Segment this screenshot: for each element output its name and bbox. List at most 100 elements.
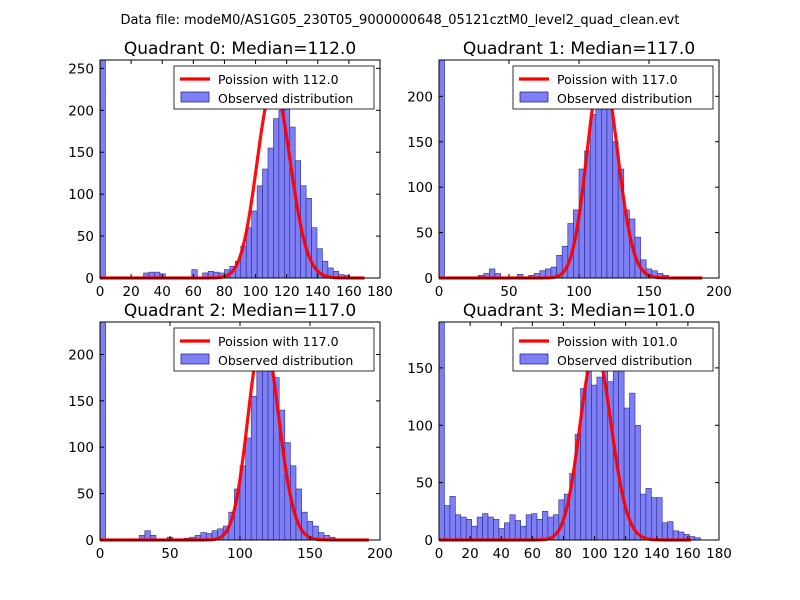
panel-quadrant-0: Quadrant 0: Median=112.0 0 20 40 60 80 100 120 1… xyxy=(68,39,393,300)
histogram-bar xyxy=(256,185,263,279)
histogram-bar xyxy=(465,519,472,541)
x-tick-label: 60 xyxy=(185,284,202,300)
y-tick-label: 100 xyxy=(68,187,94,203)
y-tick-label: 50 xyxy=(77,229,94,245)
x-tick-label: 0 xyxy=(96,284,105,300)
histogram-bar xyxy=(256,358,263,541)
histogram-bar xyxy=(640,493,647,541)
histogram-bar xyxy=(645,488,652,541)
x-tick-label: 0 xyxy=(435,284,444,300)
x-tick-label: 140 xyxy=(305,284,331,300)
histogram-bar xyxy=(596,376,603,541)
axes-frame xyxy=(438,321,720,541)
y-tick-label: 200 xyxy=(68,103,94,119)
histogram-bar xyxy=(438,59,445,279)
y-tick-label: 0 xyxy=(424,533,433,549)
histogram-bar xyxy=(273,118,280,279)
x-tick-label: 100 xyxy=(582,546,608,562)
histogram-bar xyxy=(651,497,658,541)
x-tick-label: 140 xyxy=(644,546,670,562)
x-tick-label: 20 xyxy=(462,546,479,562)
histogram-bar xyxy=(634,424,641,541)
panel-title: Quadrant 0: Median=112.0 xyxy=(124,39,356,59)
x-tick-label: 150 xyxy=(636,284,662,300)
histogram-bar xyxy=(591,384,598,541)
x-tick-label: 0 xyxy=(435,546,444,562)
x-tick-label: 80 xyxy=(216,284,233,300)
y-tick-label: 200 xyxy=(68,347,94,363)
histogram-bar xyxy=(267,147,274,279)
y-tick-label: 50 xyxy=(77,487,94,503)
histogram-bar xyxy=(289,126,296,279)
panel-title: Quadrant 1: Median=117.0 xyxy=(463,39,695,59)
histogram-bar xyxy=(438,321,445,541)
x-tick-label: 160 xyxy=(336,284,362,300)
legend-poisson-label: Poission with 117.0 xyxy=(557,72,678,87)
histogram-bar xyxy=(504,522,511,541)
y-tick-label: 150 xyxy=(407,135,433,151)
x-tick-label: 160 xyxy=(675,546,701,562)
histogram-bar xyxy=(278,110,285,279)
x-tick-label: 50 xyxy=(500,284,517,300)
legend-hist-swatch xyxy=(180,353,210,365)
legend-hist-swatch xyxy=(180,91,210,103)
x-tick-label: 100 xyxy=(566,284,592,300)
x-tick-label: 200 xyxy=(367,546,393,562)
histogram-bar xyxy=(661,522,668,541)
legend: Poission with 112.0 Observed distribution xyxy=(173,65,375,110)
x-tick-label: 60 xyxy=(524,546,541,562)
histogram-bar xyxy=(482,513,489,541)
y-tick-label: 100 xyxy=(407,180,433,196)
y-tick-label: 100 xyxy=(407,418,433,434)
histogram-bar xyxy=(262,354,269,541)
histogram-bar xyxy=(601,86,608,279)
histogram-bar xyxy=(305,198,312,279)
y-tick-label: 200 xyxy=(407,89,433,105)
x-tick-label: 40 xyxy=(493,546,510,562)
histogram-bar xyxy=(656,497,663,541)
histogram-bar xyxy=(262,168,269,279)
legend-poisson-label: Poission with 101.0 xyxy=(557,334,678,349)
y-tick-label: 50 xyxy=(416,226,433,242)
histogram-bar xyxy=(449,496,456,541)
histogram-bar xyxy=(267,368,274,541)
histogram-bar xyxy=(250,395,258,541)
x-tick-label: 100 xyxy=(243,284,269,300)
y-tick-label: 150 xyxy=(407,361,433,377)
x-tick-label: 20 xyxy=(123,284,140,300)
histogram-bar xyxy=(589,114,597,279)
x-tick-label: 0 xyxy=(96,546,105,562)
x-tick-label: 180 xyxy=(706,546,732,562)
histogram-bar xyxy=(295,488,302,541)
legend-hist-swatch xyxy=(519,91,549,103)
histogram-bar xyxy=(471,525,478,541)
panels: Quadrant 0: Median=112.0 0 20 40 60 80 100 120 1… xyxy=(68,39,732,562)
legend: Poission with 117.0 Observed distribution xyxy=(512,65,714,110)
x-tick-label: 120 xyxy=(613,546,639,562)
panel-quadrant-3: Quadrant 3: Median=101.0 0 20 40 60 80 100 120 1… xyxy=(407,301,732,562)
histogram-bar xyxy=(476,516,483,541)
x-tick-label: 100 xyxy=(227,546,253,562)
histogram-bar xyxy=(99,59,106,279)
histogram-bar xyxy=(455,514,462,541)
x-tick-label: 180 xyxy=(367,284,393,300)
histogram-bar xyxy=(493,519,500,541)
x-tick-label: 150 xyxy=(297,546,323,562)
y-tick-label: 150 xyxy=(68,394,94,410)
y-tick-label: 100 xyxy=(68,440,94,456)
panel-quadrant-2: Quadrant 2: Median=117.0 0 50 100 150 200 0 50 1… xyxy=(68,301,393,562)
histogram-bar xyxy=(251,210,258,279)
panel-title: Quadrant 3: Median=101.0 xyxy=(463,301,695,321)
x-tick-label: 40 xyxy=(154,284,171,300)
histogram-bar xyxy=(520,525,527,541)
histogram-bar xyxy=(509,514,516,541)
figure-suptitle: Data file: modeM0/AS1G05_230T05_90000006… xyxy=(121,13,680,28)
y-tick-label: 0 xyxy=(424,271,433,287)
histogram-bar xyxy=(606,105,613,279)
histogram-bar xyxy=(444,505,451,541)
histogram-bar xyxy=(542,511,549,541)
y-tick-label: 150 xyxy=(68,145,94,161)
y-tick-label: 0 xyxy=(85,533,94,549)
histogram-bar xyxy=(487,516,494,541)
